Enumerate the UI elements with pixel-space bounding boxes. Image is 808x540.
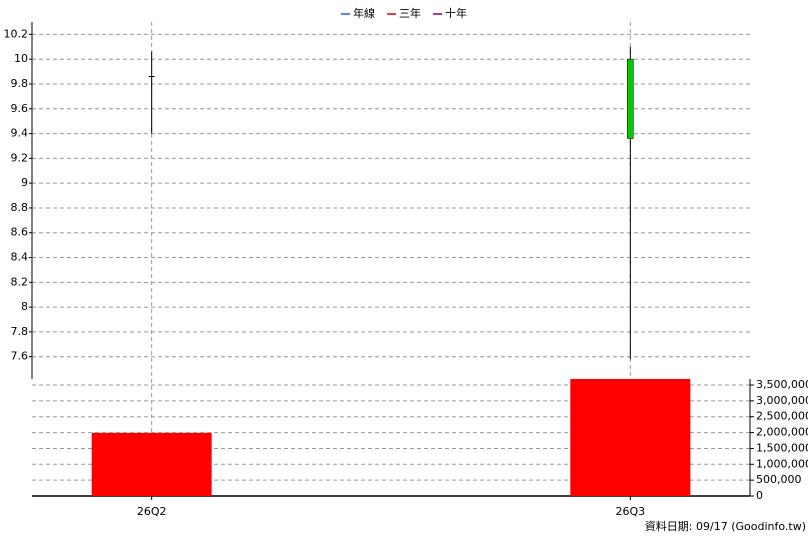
y2-tick-label: 1,000,000 [756, 457, 808, 470]
y-tick-label: 10.2 [4, 27, 29, 40]
volume-bar [91, 432, 212, 496]
y-tick-label: 9 [21, 176, 28, 189]
source-note: 資料日期: 09/17 (Goodinfo.tw) [645, 519, 806, 533]
x-tick-label: 26Q2 [137, 505, 167, 518]
y-tick-label: 9.4 [11, 127, 29, 140]
y-tick-label: 7.8 [11, 325, 29, 338]
volume-bar [570, 379, 691, 496]
x-tick-label: 26Q3 [616, 505, 646, 518]
y-tick-label: 8.4 [11, 251, 29, 264]
y-tick-label: 9.8 [11, 77, 29, 90]
y2-tick-label: 3,500,000 [756, 378, 808, 391]
y-tick-label: 8.8 [11, 201, 29, 214]
y2-tick-label: 500,000 [756, 473, 802, 486]
y2-tick-label: 2,500,000 [756, 410, 808, 423]
legend-label: 三年 [399, 6, 421, 20]
y-tick-label: 8.2 [11, 275, 29, 288]
y2-tick-label: 2,000,000 [756, 426, 808, 439]
y-tick-label: 10 [14, 52, 28, 65]
y-tick-label: 9.6 [11, 102, 29, 115]
y2-tick-label: 0 [756, 489, 763, 502]
legend-label: 年線 [353, 6, 375, 20]
y2-tick-label: 1,500,000 [756, 441, 808, 454]
candle-body [627, 58, 634, 139]
legend-label: 十年 [445, 6, 467, 20]
y2-tick-label: 3,000,000 [756, 394, 808, 407]
y-tick-label: 7.6 [11, 350, 29, 363]
y-tick-label: 8.6 [11, 226, 29, 239]
y-tick-label: 9.2 [11, 151, 29, 164]
y-tick-label: 8 [21, 300, 28, 313]
